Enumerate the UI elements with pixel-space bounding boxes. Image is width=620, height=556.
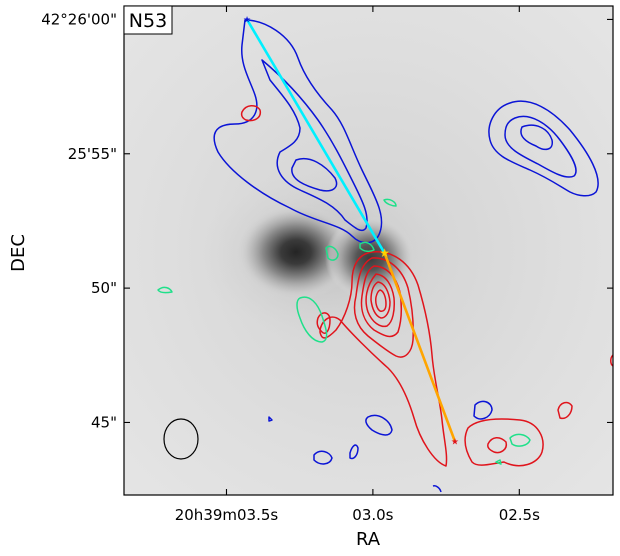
- red-contour-5: [370, 281, 391, 319]
- red-contour-6: [375, 289, 387, 312]
- central-source-marker: ★: [379, 246, 390, 260]
- red-contour-4: [365, 273, 395, 328]
- green-contours: [157, 198, 531, 465]
- plot-frame: [123, 5, 614, 496]
- beam-ellipse: [163, 418, 199, 460]
- emission-peak-left: [236, 204, 356, 300]
- red-contour-n-speck: [240, 105, 262, 122]
- green-contour-3: [157, 286, 173, 294]
- red-contour-outer: [319, 251, 448, 467]
- green-contour-7: [495, 459, 502, 465]
- panel-label: N53: [129, 10, 167, 32]
- blue-contour-ne-outer: [488, 100, 599, 197]
- y-tick-label: 25'55": [68, 145, 117, 163]
- blue-contour-inner: [291, 158, 338, 192]
- blue-speck-2: [313, 450, 333, 465]
- green-contour-4: [359, 241, 375, 253]
- blue-speck-6: [432, 485, 442, 493]
- y-tick-label: 45": [91, 413, 117, 431]
- red-contour-e-speck: [557, 401, 573, 420]
- blue-speck-4: [473, 400, 493, 420]
- red-contours: [240, 105, 613, 467]
- green-contour-5: [383, 198, 397, 207]
- blue-contour-ne-inner: [520, 124, 554, 151]
- jet-line-approaching: [245, 18, 386, 255]
- y-tick-label: 50": [91, 279, 117, 297]
- red-contour-se-outer: [464, 418, 544, 467]
- blue-speck-5: [268, 416, 273, 422]
- red-contour-2: [353, 257, 414, 358]
- jets: ★ ★ ★: [243, 15, 459, 447]
- blue-speck-1: [365, 414, 393, 436]
- panel-label-box: [123, 5, 173, 35]
- x-tick-label: 02.5s: [499, 506, 540, 524]
- y-axis-title: DEC: [8, 234, 29, 272]
- blue-speck-3: [349, 444, 359, 460]
- x-axis-title: RA: [356, 529, 381, 550]
- blue-contour-ne-mid: [504, 115, 577, 178]
- green-contour-2: [325, 245, 339, 261]
- red-contour-edge: [610, 354, 613, 367]
- red-contour-se-inner: [487, 437, 508, 454]
- jet-tip-marker-approaching: ★: [243, 15, 251, 25]
- x-tick-label: 03.0s: [352, 506, 393, 524]
- blue-contours: [213, 19, 599, 493]
- blue-contour-mid: [261, 59, 368, 232]
- green-contour-1: [296, 296, 328, 343]
- red-contour-sw: [316, 312, 331, 334]
- contours: [157, 19, 613, 493]
- x-tick-label: 20h39m03.5s: [175, 506, 279, 524]
- green-contour-6: [509, 433, 531, 447]
- y-tick-label: 42°26'00": [41, 10, 117, 28]
- emission-peak-right: [325, 216, 415, 300]
- greyscale-image: [124, 6, 613, 495]
- jet-line-receding: [383, 251, 457, 443]
- jet-tip-marker-receding: ★: [451, 437, 459, 447]
- axis-ticks: 20h39m03.5s 03.0s 02.5s 42°26'00" 25'55" 50" 4…: [41, 6, 613, 524]
